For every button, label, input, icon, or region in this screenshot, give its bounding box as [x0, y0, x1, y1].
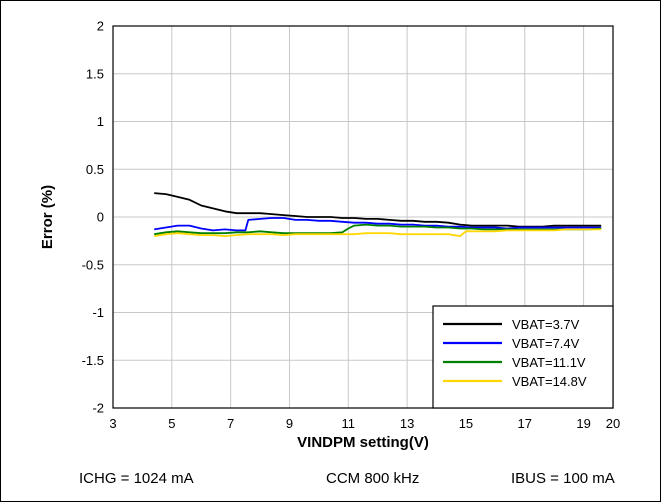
- y-tick-label: 1.5: [86, 66, 104, 81]
- x-tick-label: 19: [576, 416, 590, 431]
- y-axis-title: Error (%): [39, 185, 56, 249]
- y-tick-label: -2: [92, 401, 104, 416]
- y-tick-label: 2: [97, 19, 104, 34]
- footer-ibus: IBUS = 100 mA: [511, 470, 615, 487]
- y-tick-label: -1.5: [82, 353, 104, 368]
- series-line: [154, 228, 602, 238]
- y-tick-label: 1: [97, 114, 104, 129]
- y-axis-ticks: 2 1.5 1 0.5 0 -0.5 -1 -1.5 -2: [82, 19, 104, 416]
- x-tick-label: 11: [342, 416, 356, 431]
- x-axis-title: VINDPM setting(V): [297, 434, 429, 451]
- plot-border: [112, 25, 614, 409]
- legend-label: VBAT=7.4V: [512, 336, 580, 351]
- series-layer: [154, 192, 602, 238]
- x-tick-label: 13: [400, 416, 414, 431]
- footer-ichg: ICHG = 1024 mA: [79, 470, 194, 487]
- x-axis-ticks: 3 5 7 9 11 13 15 17 19 20: [109, 416, 620, 431]
- x-tick-label: 9: [286, 416, 293, 431]
- footer-ccm: CCM 800 kHz: [326, 470, 420, 487]
- series-line: [154, 217, 602, 232]
- x-tick-label: 17: [518, 416, 532, 431]
- x-tick-label: 15: [459, 416, 473, 431]
- legend-label: VBAT=14.8V: [512, 374, 587, 389]
- legend-label: VBAT=11.1V: [512, 355, 586, 370]
- y-tick-label: -0.5: [82, 257, 104, 272]
- x-tick-label: 5: [168, 416, 175, 431]
- x-tick-label: 3: [109, 416, 116, 431]
- x-tick-label: 7: [227, 416, 234, 431]
- series-line: [154, 223, 602, 236]
- grid: [113, 26, 613, 408]
- y-tick-label: 0.5: [86, 162, 104, 177]
- legend-label: VBAT=3.7V: [512, 317, 580, 332]
- x-tick-label: 20: [606, 416, 620, 431]
- y-tick-label: 0: [97, 210, 104, 225]
- legend: VBAT=3.7V VBAT=7.4V VBAT=11.1V VBAT=14.8V: [432, 305, 614, 409]
- y-tick-label: -1: [92, 305, 104, 320]
